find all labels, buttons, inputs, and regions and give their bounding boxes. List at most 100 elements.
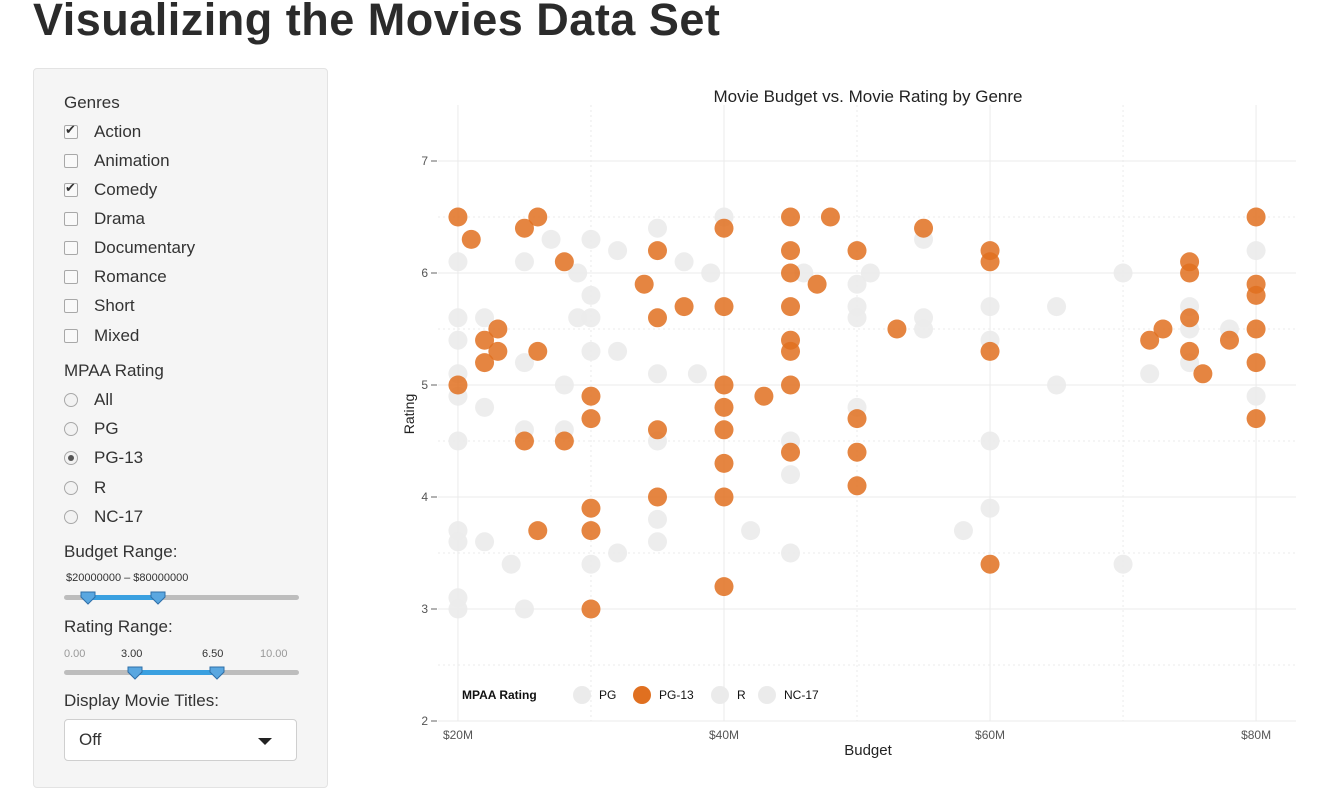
radio-icon (64, 451, 78, 465)
genre-checkbox-short[interactable]: Short (64, 295, 135, 317)
data-point-pg13 (647, 487, 667, 507)
data-point-other (687, 364, 707, 384)
data-point-other (781, 465, 801, 485)
genre-label: Short (94, 296, 135, 315)
legend-label: NC-17 (784, 688, 819, 702)
data-point-pg13 (1246, 319, 1266, 339)
data-point-other (674, 252, 694, 272)
budget-slider-track (64, 595, 299, 600)
data-point-pg13 (634, 274, 654, 294)
genre-checkbox-romance[interactable]: Romance (64, 266, 167, 288)
x-tick-label: $60M (975, 728, 1005, 742)
data-point-other (501, 554, 521, 574)
data-point-other (647, 218, 667, 238)
rating-max-label: 10.00 (260, 648, 288, 660)
mpaa-radio-all[interactable]: All (64, 389, 113, 411)
data-point-other (1113, 554, 1133, 574)
rating-range-label: Rating Range: (64, 617, 173, 636)
data-point-pg13 (781, 341, 801, 361)
genre-label: Mixed (94, 326, 140, 345)
legend-marker (711, 686, 729, 704)
genre-checkbox-documentary[interactable]: Documentary (64, 237, 195, 259)
data-point-pg13 (647, 420, 667, 440)
data-point-other (847, 274, 867, 294)
data-point-pg13 (820, 207, 840, 227)
checkbox-icon (64, 154, 78, 168)
legend-label: PG-13 (659, 688, 694, 702)
checkbox-icon (64, 212, 78, 226)
data-point-other (847, 308, 867, 328)
data-point-pg13 (807, 274, 827, 294)
data-point-pg13 (581, 498, 601, 518)
data-point-pg13 (1246, 409, 1266, 429)
data-point-pg13 (781, 263, 801, 283)
genre-checkbox-comedy[interactable]: Comedy (64, 179, 157, 201)
rating-slider-low-handle[interactable] (127, 666, 143, 680)
genre-checkbox-drama[interactable]: Drama (64, 208, 145, 230)
genre-label: Drama (94, 209, 146, 228)
mpaa-radio-pg13[interactable]: PG-13 (64, 447, 143, 469)
data-point-pg13 (581, 599, 601, 619)
mpaa-radio-pg[interactable]: PG (64, 418, 119, 440)
data-point-pg13 (714, 375, 734, 395)
genre-checkbox-mixed[interactable]: Mixed (64, 325, 139, 347)
y-tick-label: 2 (421, 714, 428, 728)
data-point-other (741, 521, 761, 541)
data-point-pg13 (714, 420, 734, 440)
checkbox-icon (64, 270, 78, 284)
x-axis-label: Budget (844, 742, 892, 759)
display-titles-select[interactable]: Off (64, 719, 297, 761)
budget-slider[interactable] (64, 589, 299, 609)
data-point-pg13 (714, 218, 734, 238)
data-point-pg13 (514, 218, 534, 238)
x-tick-label: $40M (709, 728, 739, 742)
data-point-pg13 (781, 442, 801, 462)
chart-grid (438, 105, 1296, 722)
data-point-other (448, 431, 468, 451)
y-tick-label: 7 (421, 154, 428, 168)
data-point-pg13 (781, 297, 801, 317)
data-point-pg13 (1246, 285, 1266, 305)
data-point-pg13 (475, 353, 495, 373)
budget-slider-high-handle[interactable] (150, 591, 166, 605)
data-point-other (914, 319, 934, 339)
data-point-pg13 (448, 375, 468, 395)
mpaa-radio-nc17[interactable]: NC-17 (64, 506, 143, 528)
data-point-pg13 (754, 386, 774, 406)
data-point-pg13 (554, 431, 574, 451)
data-point-pg13 (847, 442, 867, 462)
budget-range-value: $20000000 – $80000000 (66, 572, 189, 584)
data-point-pg13 (1153, 319, 1173, 339)
data-point-other (701, 263, 721, 283)
data-point-other (1047, 297, 1067, 317)
data-point-pg13 (647, 308, 667, 328)
data-point-other (781, 543, 801, 563)
data-point-pg13 (674, 297, 694, 317)
data-point-other (1246, 386, 1266, 406)
genre-checkbox-action[interactable]: Action (64, 121, 141, 143)
genre-label: Comedy (94, 180, 158, 199)
checkbox-icon (64, 241, 78, 255)
display-titles-value: Off (79, 730, 102, 749)
data-point-pg13 (647, 241, 667, 261)
data-point-other (448, 330, 468, 350)
data-point-pg13 (980, 554, 1000, 574)
data-point-other (647, 532, 667, 552)
data-point-other (448, 532, 468, 552)
y-tick-label: 5 (421, 378, 428, 392)
genre-checkbox-animation[interactable]: Animation (64, 150, 170, 172)
data-point-pg13 (847, 409, 867, 429)
data-point-pg13 (1180, 341, 1200, 361)
rating-slider[interactable] (64, 664, 299, 684)
data-point-pg13 (1140, 330, 1160, 350)
mpaa-label: MPAA Rating (64, 361, 164, 380)
radio-icon (64, 510, 78, 524)
rating-slider-high-handle[interactable] (209, 666, 225, 680)
mpaa-radio-r[interactable]: R (64, 477, 106, 499)
budget-slider-low-handle[interactable] (80, 591, 96, 605)
mpaa-option-label: NC-17 (94, 507, 144, 526)
caret-down-icon (258, 738, 272, 745)
data-point-pg13 (554, 252, 574, 272)
legend-title: MPAA Rating (462, 688, 537, 702)
checkbox-icon (64, 122, 78, 139)
